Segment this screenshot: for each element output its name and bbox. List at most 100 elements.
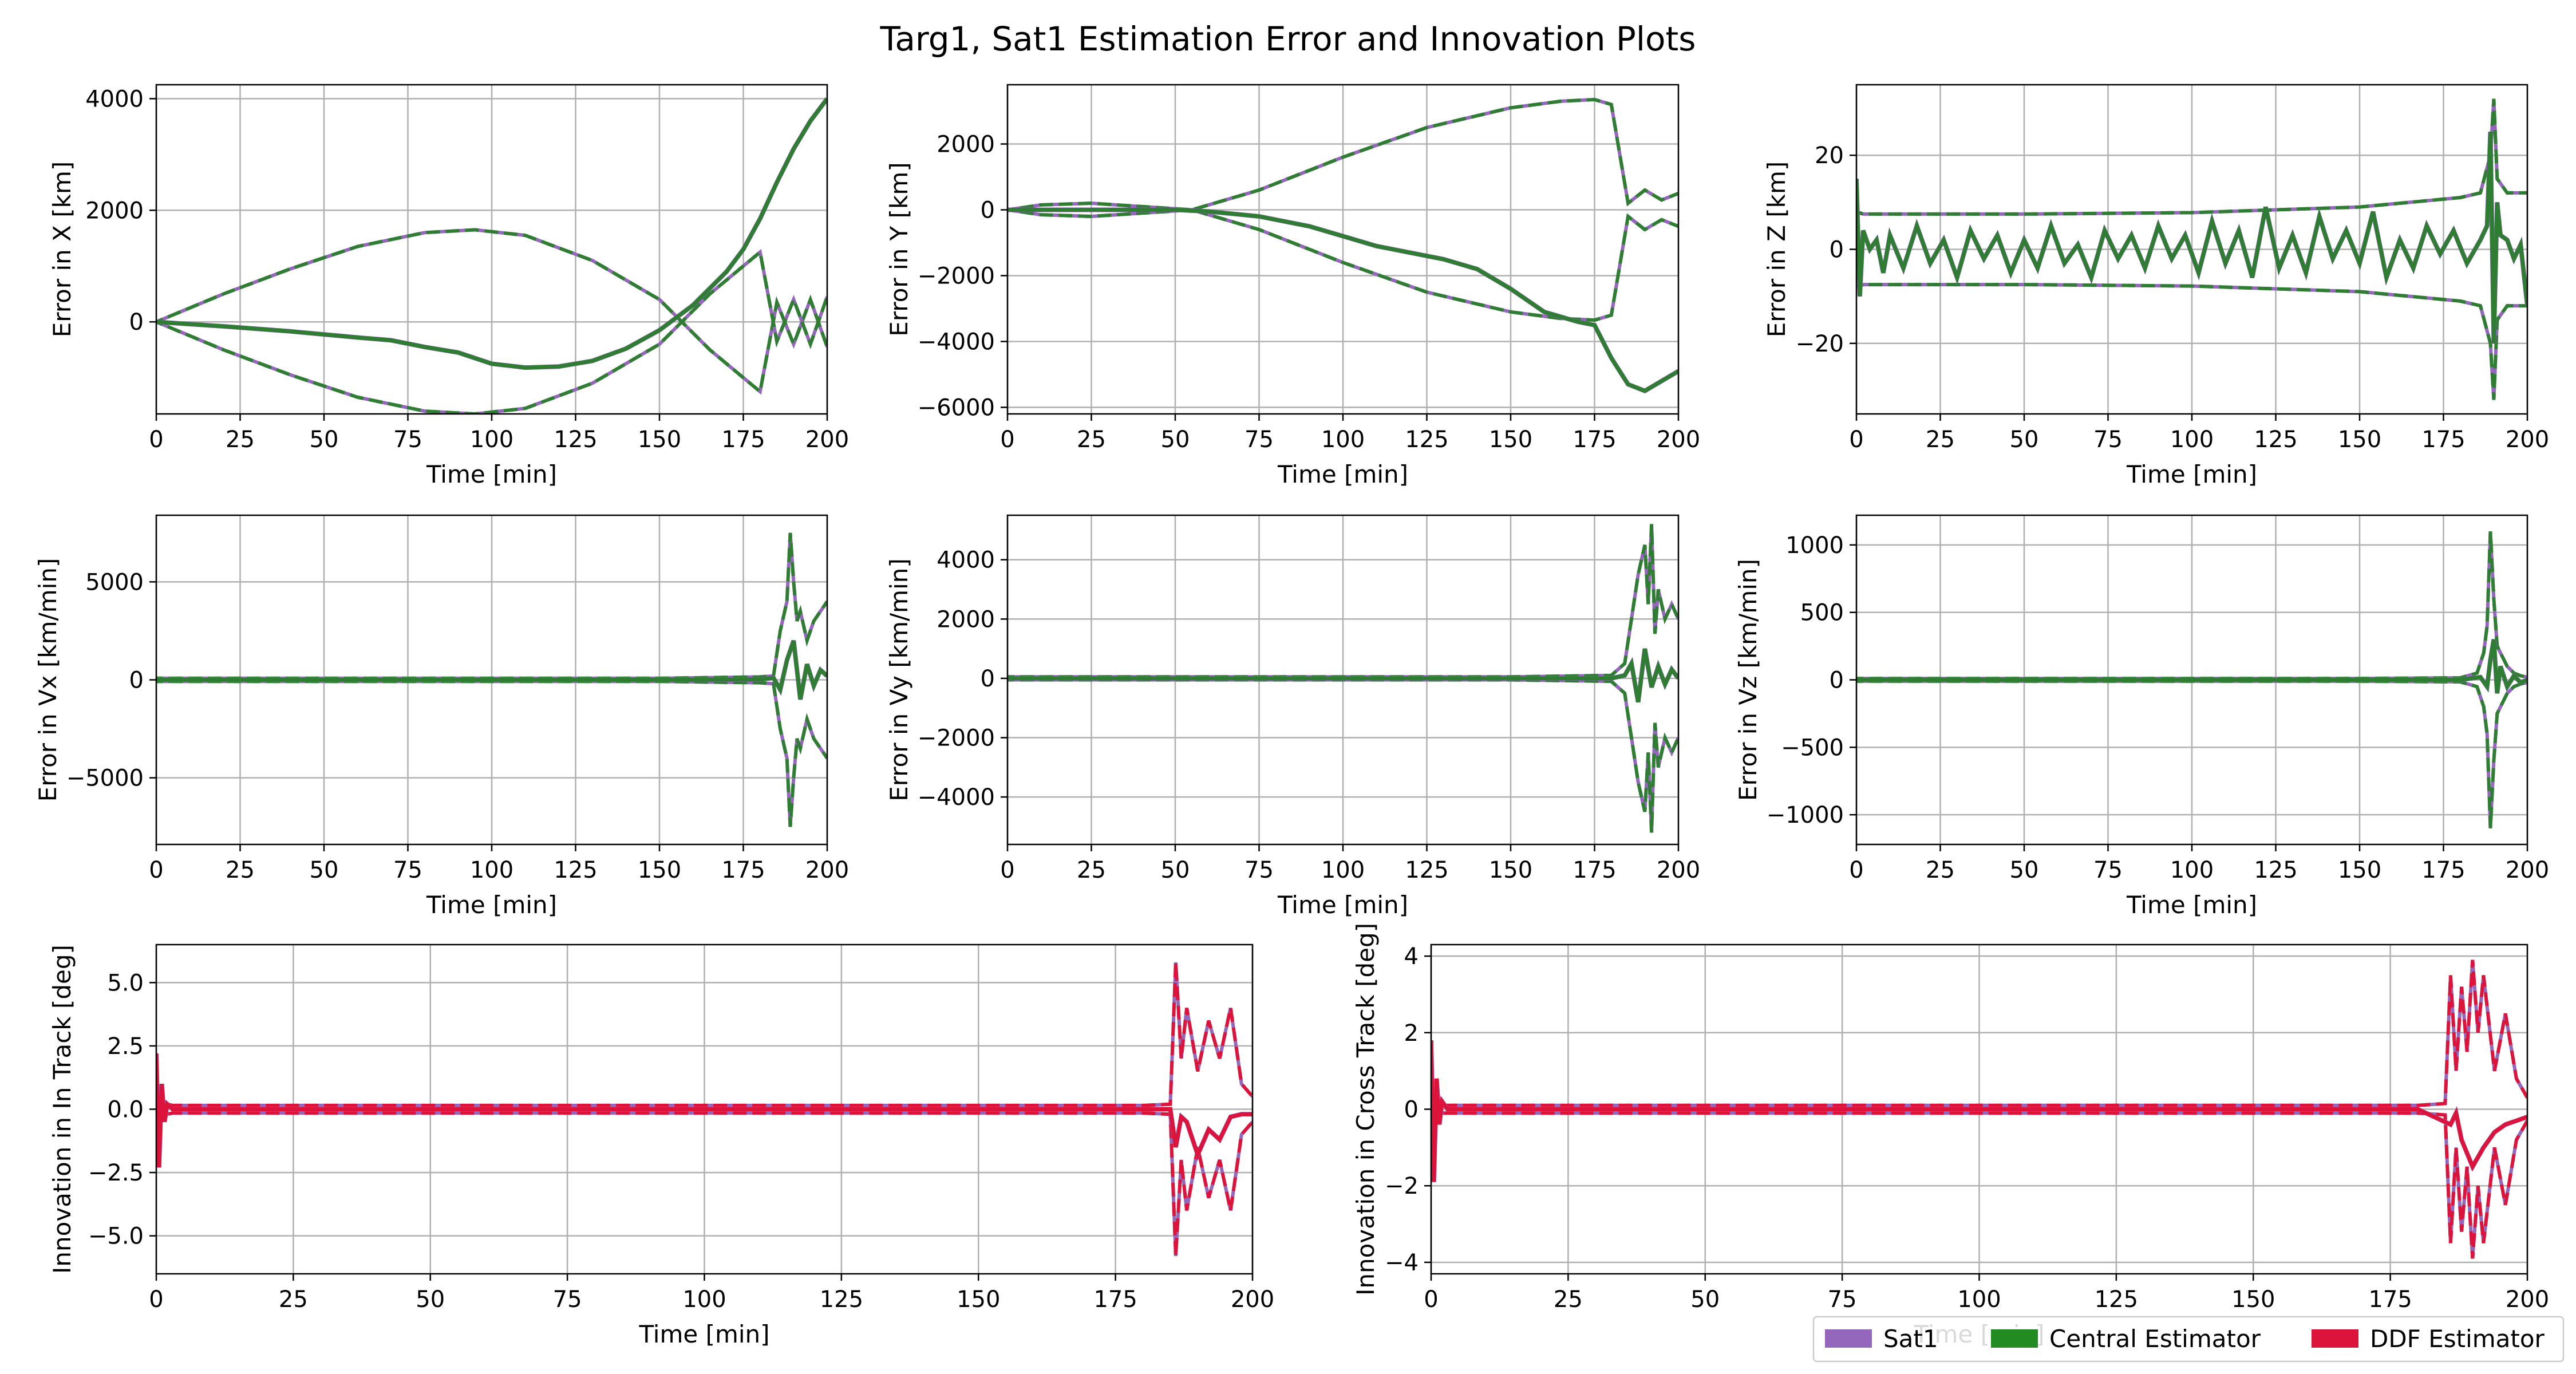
x-tick-label: 0 [1424, 1286, 1438, 1313]
y-axis-label: Error in Z [km] [1763, 161, 1791, 338]
x-tick-label: 0 [1849, 857, 1863, 883]
x-tick-label: 75 [1828, 1286, 1857, 1313]
x-tick-label: 50 [310, 857, 339, 883]
figure-title: Targ1, Sat1 Estimation Error and Innovat… [880, 19, 1696, 58]
x-tick-label: 25 [279, 1286, 308, 1313]
series-bound-upper [156, 962, 1253, 1107]
series-bound-upper [156, 532, 827, 680]
x-tick-label: 125 [1405, 427, 1448, 453]
x-tick-label: 200 [2506, 857, 2549, 883]
y-tick-label: 1000 [1785, 532, 1844, 559]
x-tick-label: 175 [2421, 857, 2465, 883]
series-error [1431, 1040, 2527, 1182]
x-tick-label: 75 [393, 857, 422, 883]
subplot-intrack: 0 25 50 75 100 125 150 175 200 −5.0 −2.5 0.0 2.5 5.0 T… [48, 943, 1274, 1348]
y-tick-label: 20 [1815, 143, 1844, 169]
x-tick-label: 200 [805, 857, 849, 883]
x-tick-label: 50 [310, 427, 339, 453]
x-tick-label: 100 [2170, 427, 2214, 453]
x-tick-label: 100 [470, 857, 513, 883]
x-tick-label: 150 [2338, 857, 2381, 883]
y-tick-label: −20 [1796, 331, 1844, 357]
x-axis-label: Time [min] [2126, 460, 2257, 488]
y-axis-label: Error in X [km] [48, 161, 76, 338]
x-axis-label: Time [min] [426, 460, 557, 488]
series-error [1008, 208, 1678, 393]
series-bound-upper [1431, 960, 2527, 1107]
y-axis-label: Error in Vx [km/min] [34, 558, 62, 802]
y-tick-label: 2 [1404, 1020, 1419, 1047]
x-axis-label: Time [min] [426, 891, 557, 919]
y-axis-label: Innovation in Cross Track [deg] [1352, 923, 1380, 1296]
x-tick-label: 100 [1321, 857, 1365, 883]
x-tick-label: 200 [1231, 1286, 1274, 1313]
subplot-z: 0 25 50 75 100 125 150 175 200 −20 0 20 Time [min] Er… [1763, 84, 2549, 488]
x-tick-label: 50 [2010, 857, 2039, 883]
x-tick-label: 25 [226, 857, 255, 883]
series-bound-upper [1008, 97, 1678, 212]
series-bound-lower [1856, 679, 2527, 828]
x-tick-label: 100 [470, 427, 513, 453]
x-tick-label: 50 [416, 1286, 445, 1313]
series-bound-lower [156, 680, 827, 827]
x-tick-label: 75 [2093, 427, 2123, 453]
y-tick-label: −500 [1781, 735, 1844, 761]
x-tick-label: 75 [553, 1286, 582, 1313]
x-tick-label: 0 [149, 857, 163, 883]
x-axis-label: Time [min] [638, 1320, 769, 1348]
x-tick-label: 25 [1077, 857, 1106, 883]
x-tick-label: 175 [2368, 1286, 2412, 1313]
series-bound-lower [1008, 678, 1678, 833]
y-tick-label: 0 [981, 666, 995, 692]
x-tick-label: 75 [1244, 427, 1274, 453]
y-tick-label: −4000 [918, 329, 995, 356]
x-tick-label: 100 [2170, 857, 2214, 883]
x-tick-label: 150 [638, 857, 681, 883]
subplot-vy: 0 25 50 75 100 125 150 175 200 −4000 −2000 0 2000 400… [885, 514, 1700, 919]
x-tick-label: 125 [2095, 1286, 2138, 1313]
series-bound-lower [156, 248, 827, 414]
x-tick-label: 175 [1093, 1286, 1137, 1313]
x-tick-label: 125 [2254, 427, 2297, 453]
legend-label: DDF Estimator [2370, 1325, 2545, 1353]
series-error [1856, 131, 2527, 344]
y-tick-label: 0 [129, 309, 144, 335]
x-tick-label: 200 [2506, 1286, 2549, 1313]
x-tick-label: 175 [2421, 427, 2465, 453]
series-error [156, 639, 827, 700]
y-tick-label: 5000 [85, 569, 144, 595]
y-tick-label: 0 [1830, 237, 1844, 263]
x-tick-label: 150 [2231, 1286, 2275, 1313]
x-tick-label: 125 [554, 857, 597, 883]
y-tick-label: −5.0 [88, 1223, 144, 1250]
y-tick-label: 0 [1404, 1097, 1419, 1123]
x-tick-label: 150 [957, 1286, 1000, 1313]
legend-label: Sat1 [1883, 1325, 1938, 1353]
y-tick-label: 2000 [937, 132, 995, 158]
y-tick-label: −2.5 [88, 1160, 144, 1186]
x-tick-label: 50 [2010, 427, 2039, 453]
x-tick-label: 25 [226, 427, 255, 453]
x-tick-label: 50 [1161, 857, 1190, 883]
x-tick-label: 175 [721, 857, 765, 883]
legend: Sat1 Central Estimator DDF Estimator [1812, 1316, 2565, 1363]
y-tick-label: 2000 [937, 606, 995, 633]
y-axis-label: Error in Vy [km/min] [885, 558, 913, 802]
subplot-vz: 0 25 50 75 100 125 150 175 200 −1000 −500 0 500 1000 T… [1734, 514, 2549, 919]
x-tick-label: 0 [149, 427, 163, 453]
x-tick-label: 100 [1321, 427, 1365, 453]
y-tick-label: 4000 [937, 547, 995, 574]
x-tick-label: 0 [1000, 857, 1014, 883]
legend-swatch [2312, 1329, 2358, 1348]
y-tick-label: 0 [981, 198, 995, 224]
x-axis-label: Time [min] [1277, 460, 1408, 488]
series-bound-upper [1856, 98, 2527, 216]
x-tick-label: 0 [1000, 427, 1014, 453]
legend-swatch [1825, 1329, 1872, 1348]
y-tick-label: −2 [1385, 1173, 1419, 1199]
x-tick-label: 150 [1489, 427, 1532, 453]
y-axis-label: Error in Vz [km/min] [1734, 559, 1762, 801]
